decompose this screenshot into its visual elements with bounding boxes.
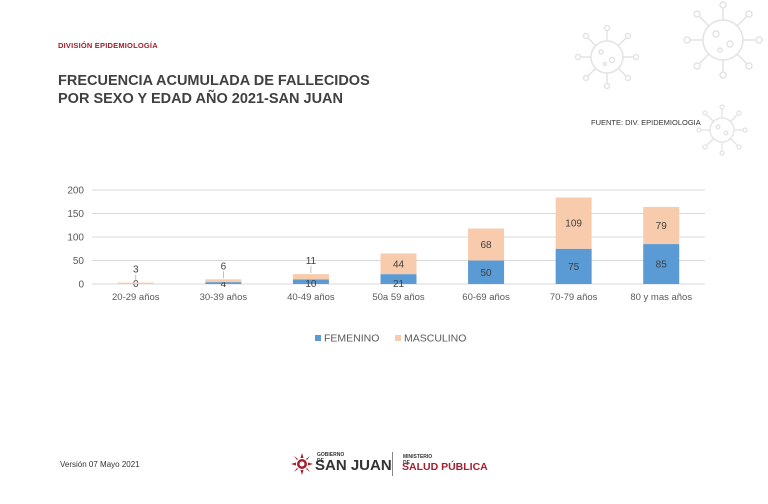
virus-icon <box>696 104 748 156</box>
x-tick-label: 40-49 años <box>287 292 335 303</box>
legend-swatch-masculino <box>395 335 401 341</box>
legend-label: FEMENINO <box>324 333 379 345</box>
bar-masculino <box>380 253 417 275</box>
legend-swatch-femenino <box>315 335 321 341</box>
bar-femenino <box>292 279 329 284</box>
data-label: 3 <box>133 265 139 276</box>
y-tick-label: 150 <box>67 209 84 220</box>
y-tick-label: 200 <box>67 186 84 197</box>
data-label: 68 <box>481 240 493 251</box>
bar-femenino <box>380 274 417 284</box>
data-label: 10 <box>305 279 317 290</box>
bar-masculino <box>205 279 242 283</box>
bar-masculino <box>292 274 329 280</box>
data-label: 44 <box>393 259 405 270</box>
y-tick-label: 100 <box>67 233 84 244</box>
data-label: 109 <box>565 219 582 230</box>
bar-masculino <box>555 197 592 249</box>
bar-masculino <box>468 228 505 261</box>
data-label: 21 <box>393 279 405 290</box>
x-tick-label: 70-79 años <box>550 292 598 303</box>
y-tick-label: 50 <box>73 256 85 267</box>
bar-femenino <box>468 260 505 284</box>
division-label: DIVISIÓN EPIDEMIOLOGÍA <box>58 41 158 50</box>
source-label: FUENTE: DIV. EPIDEMIOLOGIA <box>591 118 701 127</box>
bar-masculino <box>117 282 154 284</box>
data-label: 4 <box>221 279 227 290</box>
legend-label: MASCULINO <box>404 333 466 345</box>
version-label: Versión 07 Mayo 2021 <box>60 460 140 469</box>
bar-femenino <box>205 282 242 284</box>
x-tick-label: 20-29 años <box>112 292 160 303</box>
logo-top-text: GOBIERNO DE <box>317 452 345 464</box>
stacked-bar-chart: 0 50 100 150 200 0 3 20-29 años 4 6 30-39 años 10 11… <box>67 186 705 345</box>
data-label: 0 <box>133 279 139 290</box>
y-tick-label: 0 <box>78 280 84 291</box>
data-label: 50 <box>481 268 493 279</box>
x-tick-label: 30-39 años <box>200 292 248 303</box>
data-label: 75 <box>568 262 580 273</box>
x-tick-label: 50a 59 años <box>372 292 425 303</box>
logo-main-text: SAN JUAN <box>315 457 392 474</box>
x-tick-label: 60-69 años <box>462 292 510 303</box>
page-title: FRECUENCIA ACUMULADA DE FALLECIDOS POR S… <box>58 72 370 108</box>
bar-masculino <box>643 206 680 245</box>
logo-divider <box>392 452 393 476</box>
data-label: 6 <box>221 261 227 272</box>
ministry-top-text: MINISTERIO DE <box>403 454 433 466</box>
title-line-1: FRECUENCIA ACUMULADA DE FALLECIDOS <box>58 73 370 89</box>
data-label: 79 <box>656 221 668 232</box>
data-label: 85 <box>656 260 668 271</box>
virus-icon <box>683 1 763 79</box>
sun-logo-icon <box>291 453 313 475</box>
title-line-2: POR SEXO Y EDAD AÑO 2021-SAN JUAN <box>58 91 343 107</box>
data-label: 11 <box>306 256 317 267</box>
ministry-main-text: SALUD PÚBLICA <box>402 461 488 473</box>
virus-icon <box>574 24 640 90</box>
bar-femenino <box>643 244 680 284</box>
bar-femenino <box>555 248 592 284</box>
x-tick-label: 80 y mas años <box>630 292 692 303</box>
